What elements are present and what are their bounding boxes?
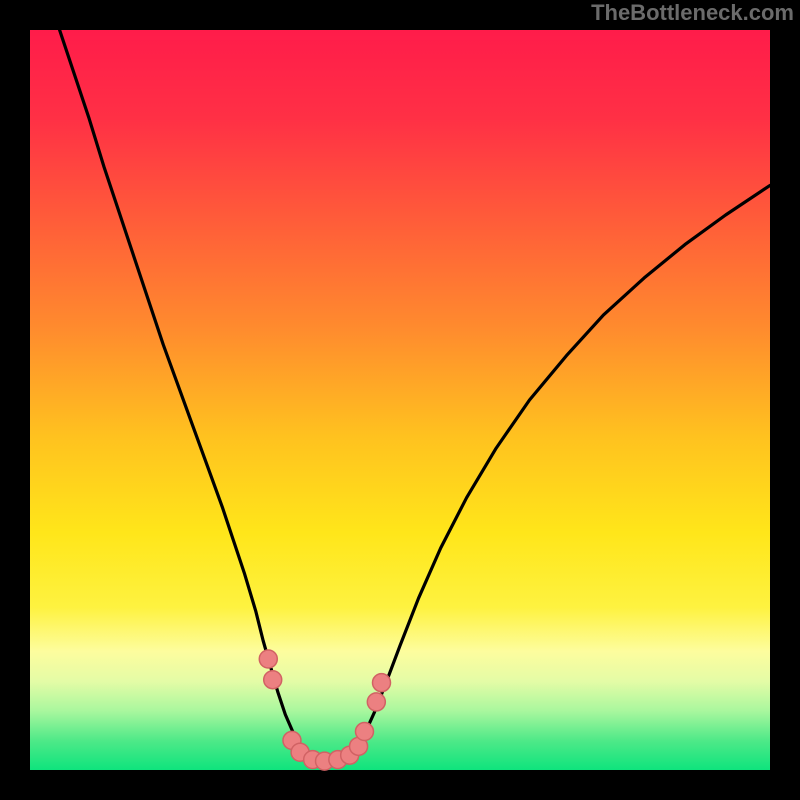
curve-marker: [259, 650, 277, 668]
curve-layer: [30, 30, 770, 770]
curve-marker: [355, 723, 373, 741]
gradient-background: [30, 30, 770, 770]
plot-area: [30, 30, 770, 770]
chart-stage: TheBottleneck.com: [0, 0, 800, 800]
curve-marker: [264, 671, 282, 689]
watermark-text: TheBottleneck.com: [591, 0, 794, 26]
curve-marker: [367, 693, 385, 711]
curve-marker: [373, 674, 391, 692]
